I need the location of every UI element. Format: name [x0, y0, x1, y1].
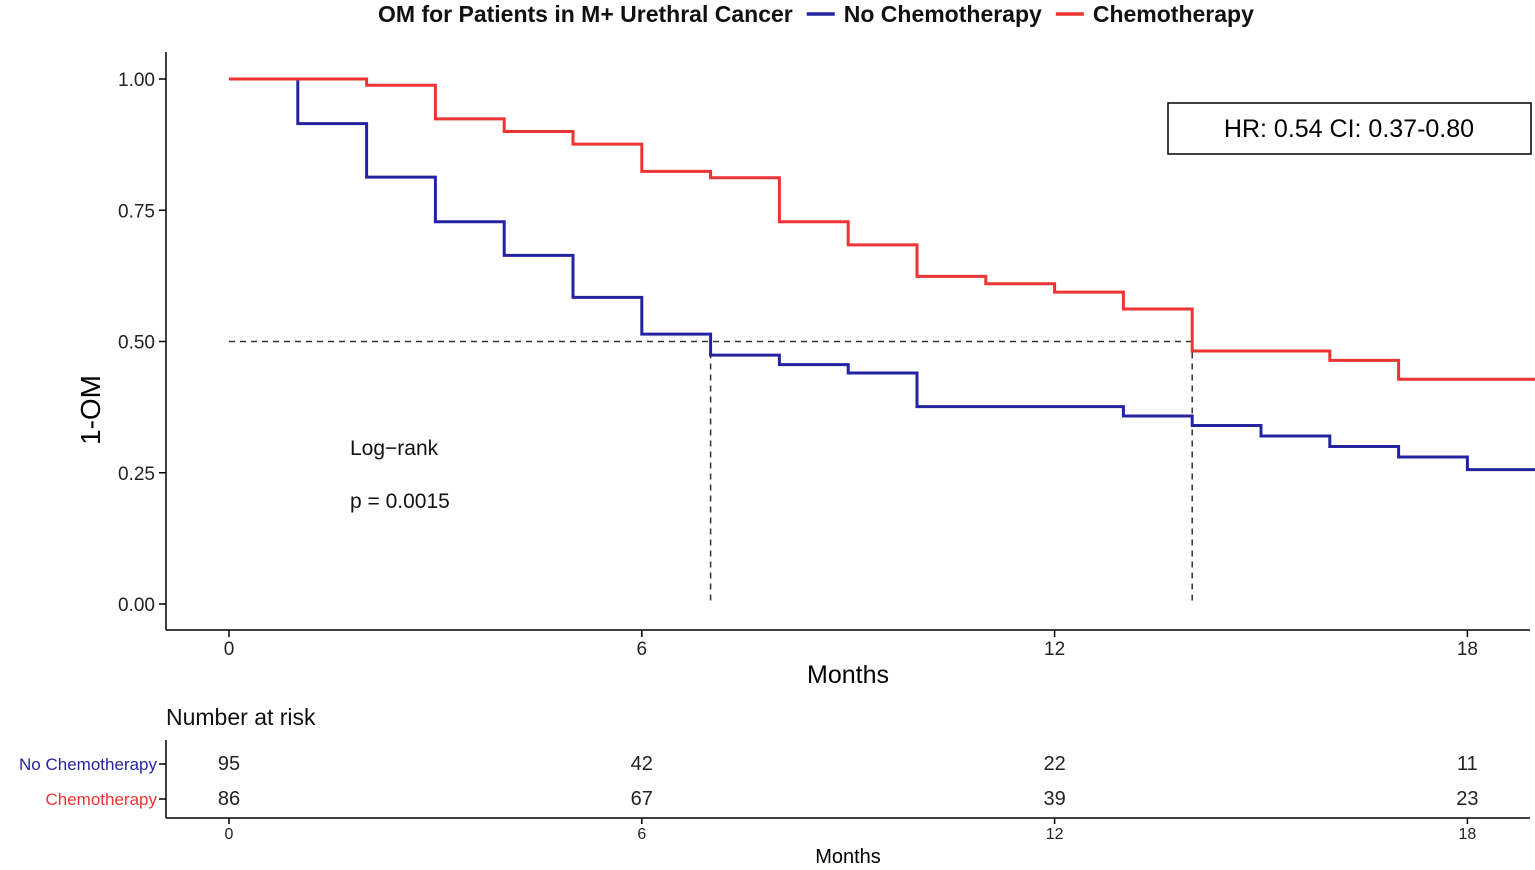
- y-tick-label: 0.50: [118, 333, 155, 354]
- hr-box-frame: [1167, 102, 1532, 155]
- risk-x-tick-label: 18: [1459, 826, 1477, 843]
- y-tick-label: 0.25: [118, 464, 155, 485]
- y-tick-label: 0.00: [118, 595, 155, 616]
- risk-x-tick-label: 6: [637, 826, 646, 843]
- risk-table-x-ticks: 0 6 12 18: [225, 818, 1477, 843]
- p-value-label: p = 0.0015: [350, 490, 450, 513]
- risk-value: 67: [631, 788, 653, 810]
- logrank-label: Log−rank: [350, 437, 439, 460]
- risk-value: 95: [218, 753, 240, 775]
- risk-table-title: Number at risk: [166, 704, 316, 730]
- risk-value: 23: [1456, 788, 1478, 810]
- y-axis-label: 1-OM: [75, 375, 106, 445]
- x-tick-label: 6: [637, 639, 648, 660]
- y-ticks: 0.00 0.25 0.50 0.75 1.00: [118, 70, 166, 616]
- risk-value: 22: [1043, 753, 1065, 775]
- x-tick-label: 0: [224, 639, 235, 660]
- risk-value: 86: [218, 788, 240, 810]
- risk-table-rows: No Chemotherapy 95 42 22 11 Chemotherapy 86 67 3…: [19, 753, 1478, 810]
- y-tick-label: 0.75: [118, 201, 155, 222]
- legend-label-no-chemotherapy: No Chemotherapy: [844, 1, 1042, 27]
- x-tick-label: 12: [1044, 639, 1065, 660]
- x-axis-label: Months: [807, 661, 889, 689]
- x-ticks: 0 6 12 18: [224, 630, 1478, 660]
- x-tick-label: 18: [1457, 639, 1478, 660]
- risk-x-tick-label: 12: [1046, 826, 1064, 843]
- hr-box: HR: 0.54 CI: 0.37-0.80: [1167, 102, 1532, 155]
- risk-value: 39: [1043, 788, 1065, 810]
- main-axes: 0.00 0.25 0.50 0.75 1.00 0 6 12 18: [118, 52, 1530, 660]
- survival-curves: [229, 77, 1535, 472]
- hr-ci-text: HR: 0.54 CI: 0.37-0.80: [1224, 115, 1474, 143]
- chart-title: OM for Patients in M+ Urethral Cancer: [378, 1, 793, 27]
- risk-x-tick-label: 0: [225, 826, 234, 843]
- legend-label-chemotherapy: Chemotherapy: [1093, 1, 1254, 27]
- risk-value: 42: [631, 753, 653, 775]
- risk-row-label: No Chemotherapy: [19, 755, 157, 774]
- median-reference-lines: [229, 340, 1193, 604]
- km-curve-chemotherapy: [229, 77, 1535, 381]
- risk-table: Number at risk No Chemotherapy 95 42 22 11 Ch…: [19, 704, 1530, 868]
- km-curve-no-chemotherapy: [229, 77, 1535, 472]
- risk-value: 11: [1457, 753, 1478, 775]
- title-legend: OM for Patients in M+ Urethral Cancer No…: [378, 1, 1254, 27]
- risk-row-label: Chemotherapy: [45, 790, 157, 809]
- y-tick-label: 1.00: [118, 70, 155, 91]
- risk-table-xlabel: Months: [815, 846, 881, 868]
